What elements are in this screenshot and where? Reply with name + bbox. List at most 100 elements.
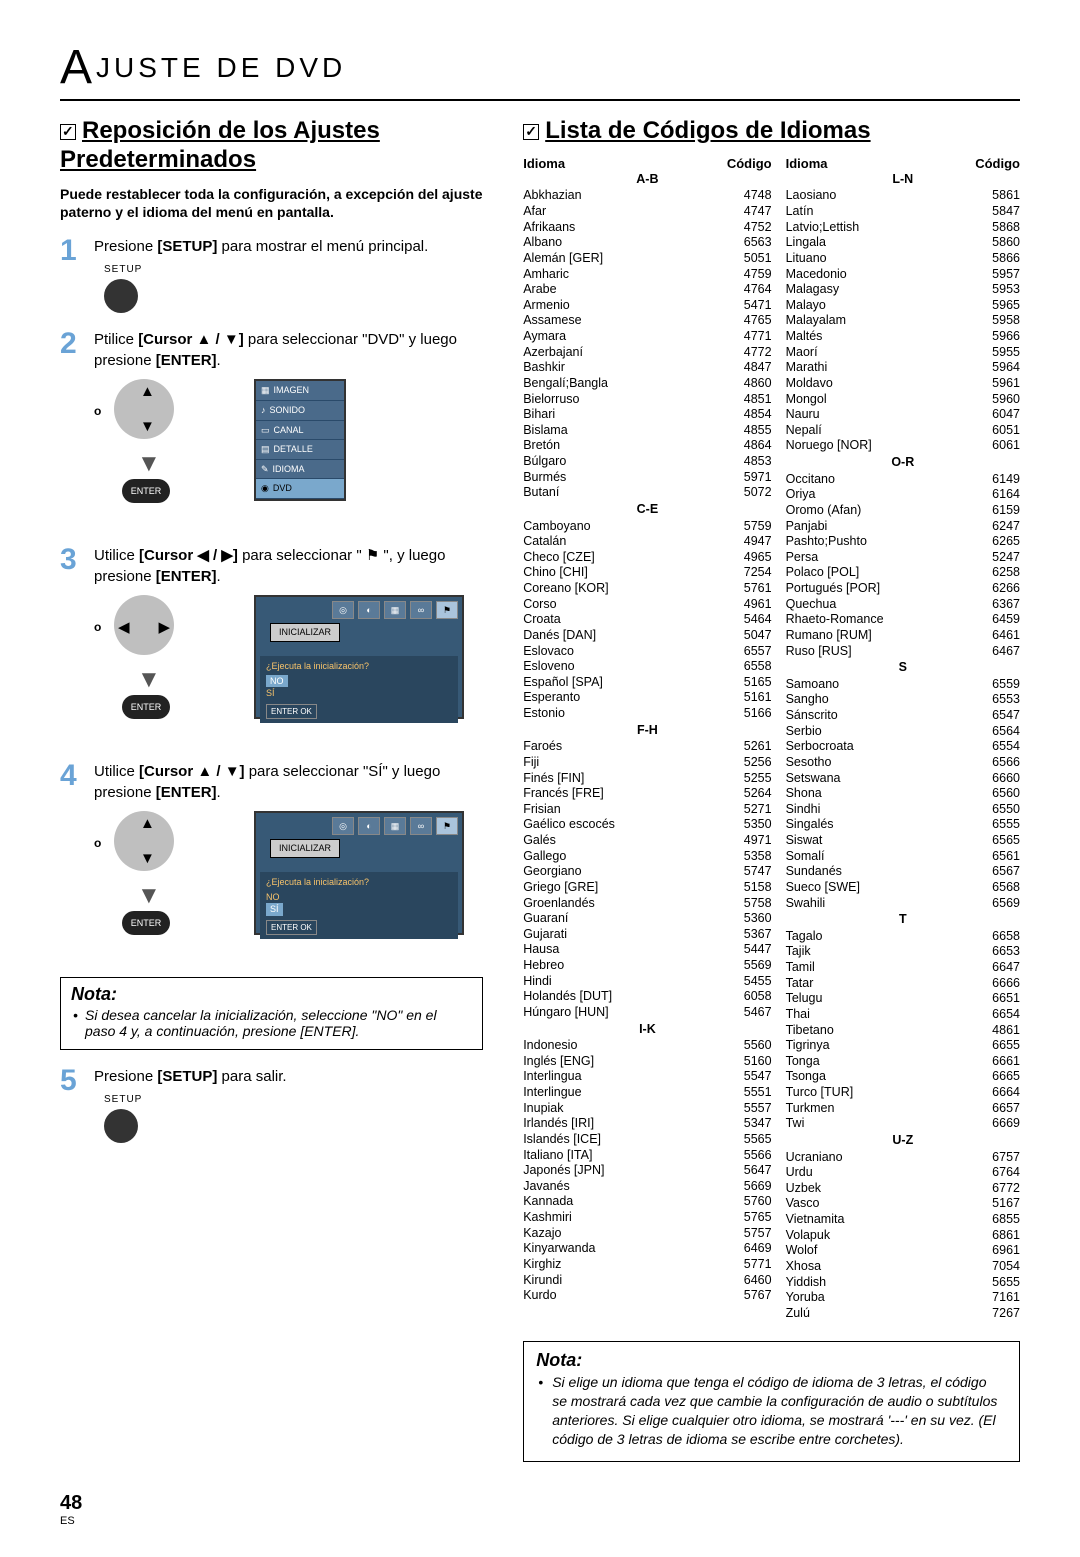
lang-row: Maorí5955 — [786, 345, 1020, 361]
lang-row: Japonés [JPN]5647 — [523, 1163, 771, 1179]
lang-code: 4947 — [728, 534, 772, 550]
lang-code: 6061 — [976, 438, 1020, 454]
lang-code: 5165 — [728, 675, 772, 691]
option-si: SÍ — [266, 687, 452, 700]
lang-col-b: L-NLaosiano5861Latín5847Latvio;Lettish58… — [772, 171, 1020, 1322]
lang-code: 5047 — [728, 628, 772, 644]
lang-row: Afrikaans4752 — [523, 220, 771, 236]
osd-menu: ▦IMAGEN ♪SONIDO ▭CANAL ▤DETALLE ✎IDIOMA … — [254, 379, 346, 501]
lang-name: Twi — [786, 1116, 976, 1132]
lang-name: Eslovaco — [523, 644, 727, 660]
up-icon: ▲ — [140, 381, 155, 402]
note-box-wide: Nota: Si elige un idioma que tenga el có… — [523, 1341, 1020, 1462]
or-label: o — [94, 403, 101, 420]
lang-code: 6664 — [976, 1085, 1020, 1101]
enter-button-icon: ENTER — [122, 695, 170, 719]
lang-row: Siswat6565 — [786, 833, 1020, 849]
lang-row: Sueco [SWE]6568 — [786, 880, 1020, 896]
lang-name: Malayalam — [786, 313, 976, 329]
lang-row: Aymara4771 — [523, 329, 771, 345]
lang-name: Tagalo — [786, 929, 976, 945]
lang-name: Azerbajaní — [523, 345, 727, 361]
init-button: INICIALIZAR — [270, 839, 340, 858]
lang-row: Zulú7267 — [786, 1306, 1020, 1322]
step-2: 2 Ptilice [Cursor ▲ / ▼] para selecciona… — [60, 329, 483, 529]
dialog: ¿Ejecuta la inicialización? NO SÍ ENTER … — [260, 872, 458, 939]
lang-row: Croata5464 — [523, 612, 771, 628]
lang-name: Shona — [786, 786, 976, 802]
lang-row: Somalí6561 — [786, 849, 1020, 865]
lang-row: Portugués [POR]6266 — [786, 581, 1020, 597]
lang-row: Tajik6653 — [786, 944, 1020, 960]
lang-row: Malagasy5953 — [786, 282, 1020, 298]
lang-code: 6553 — [976, 692, 1020, 708]
lang-name: Bretón — [523, 438, 727, 454]
lang-code: 5747 — [728, 864, 772, 880]
lang-name: Japonés [JPN] — [523, 1163, 727, 1179]
lang-row: Lituano5866 — [786, 251, 1020, 267]
lang-name: Sueco [SWE] — [786, 880, 976, 896]
lang-code: 6159 — [976, 503, 1020, 519]
lang-name: Swahili — [786, 896, 976, 912]
lang-code: 5566 — [728, 1148, 772, 1164]
lang-name: Arabe — [523, 282, 727, 298]
tab-icon: ▦ — [384, 601, 406, 619]
lang-name: Setswana — [786, 771, 976, 787]
lang-name: Latín — [786, 204, 976, 220]
lang-code: 6861 — [976, 1228, 1020, 1244]
lang-name: Laosiano — [786, 188, 976, 204]
or-label: o — [94, 619, 101, 636]
lang-row: Arabe4764 — [523, 282, 771, 298]
lang-code: 5960 — [976, 392, 1020, 408]
lang-name: Tibetano — [786, 1023, 976, 1039]
page-header: AJUSTE DE DVD — [60, 40, 1020, 101]
lang-row: Persa5247 — [786, 550, 1020, 566]
lang-name: Kirundi — [523, 1273, 727, 1289]
menu-item: ▤DETALLE — [256, 440, 344, 460]
remote-icon: o ▲ ▼ ▼ ENTER — [94, 811, 224, 961]
lang-code: 4854 — [728, 407, 772, 423]
lang-code: 6047 — [976, 407, 1020, 423]
section-title-text: Reposición de los Ajustes Predeterminado… — [60, 117, 380, 173]
lang-code: 5447 — [728, 942, 772, 958]
lang-row: Quechua6367 — [786, 597, 1020, 613]
lang-row: Burmés5971 — [523, 470, 771, 486]
lang-code: 5160 — [728, 1054, 772, 1070]
lang-row: Gujarati5367 — [523, 927, 771, 943]
lang-name: Marathi — [786, 360, 976, 376]
remote-cluster: o ▲ ▼ ▼ ENTER ▦IMAGEN ♪SONIDO ▭CANAL ▤DE… — [94, 379, 483, 529]
lang-name: Camboyano — [523, 519, 727, 535]
lang-code: 6961 — [976, 1243, 1020, 1259]
lang-code: 6149 — [976, 472, 1020, 488]
init-button: INICIALIZAR — [270, 623, 340, 642]
lang-row: Gaélico escocés5350 — [523, 817, 771, 833]
lang-row: Nepalí6051 — [786, 423, 1020, 439]
lang-row: Rhaeto-Romance6459 — [786, 612, 1020, 628]
lang-name: Estonio — [523, 706, 727, 722]
lang-row: Albano6563 — [523, 235, 771, 251]
arrow-down-icon: ▼ — [137, 663, 161, 697]
lang-row: Tibetano4861 — [786, 1023, 1020, 1039]
lang-row: Twi6669 — [786, 1116, 1020, 1132]
menu-item: ▭CANAL — [256, 421, 344, 441]
lang-code: 6653 — [976, 944, 1020, 960]
lang-row: Camboyano5759 — [523, 519, 771, 535]
lang-name: Chino [CHI] — [523, 565, 727, 581]
lang-name: Español [SPA] — [523, 675, 727, 691]
enter-button-icon: ENTER — [122, 911, 170, 935]
lang-code: 5551 — [728, 1085, 772, 1101]
lang-group: S — [786, 659, 1020, 677]
lang-name: Assamese — [523, 313, 727, 329]
lang-name: Gujarati — [523, 927, 727, 943]
lang-code: 4765 — [728, 313, 772, 329]
lang-row: Kannada5760 — [523, 1194, 771, 1210]
lang-name: Bislama — [523, 423, 727, 439]
lang-name: Persa — [786, 550, 976, 566]
enter-button-icon: ENTER — [122, 479, 170, 503]
lang-group: A-B — [523, 171, 771, 189]
tab-icon: ∞ — [410, 601, 432, 619]
lang-row: Inglés [ENG]5160 — [523, 1054, 771, 1070]
lang-row: Turkmen6657 — [786, 1101, 1020, 1117]
tab-icon-selected: ⚑ — [436, 817, 458, 835]
lang-code: 5360 — [728, 911, 772, 927]
